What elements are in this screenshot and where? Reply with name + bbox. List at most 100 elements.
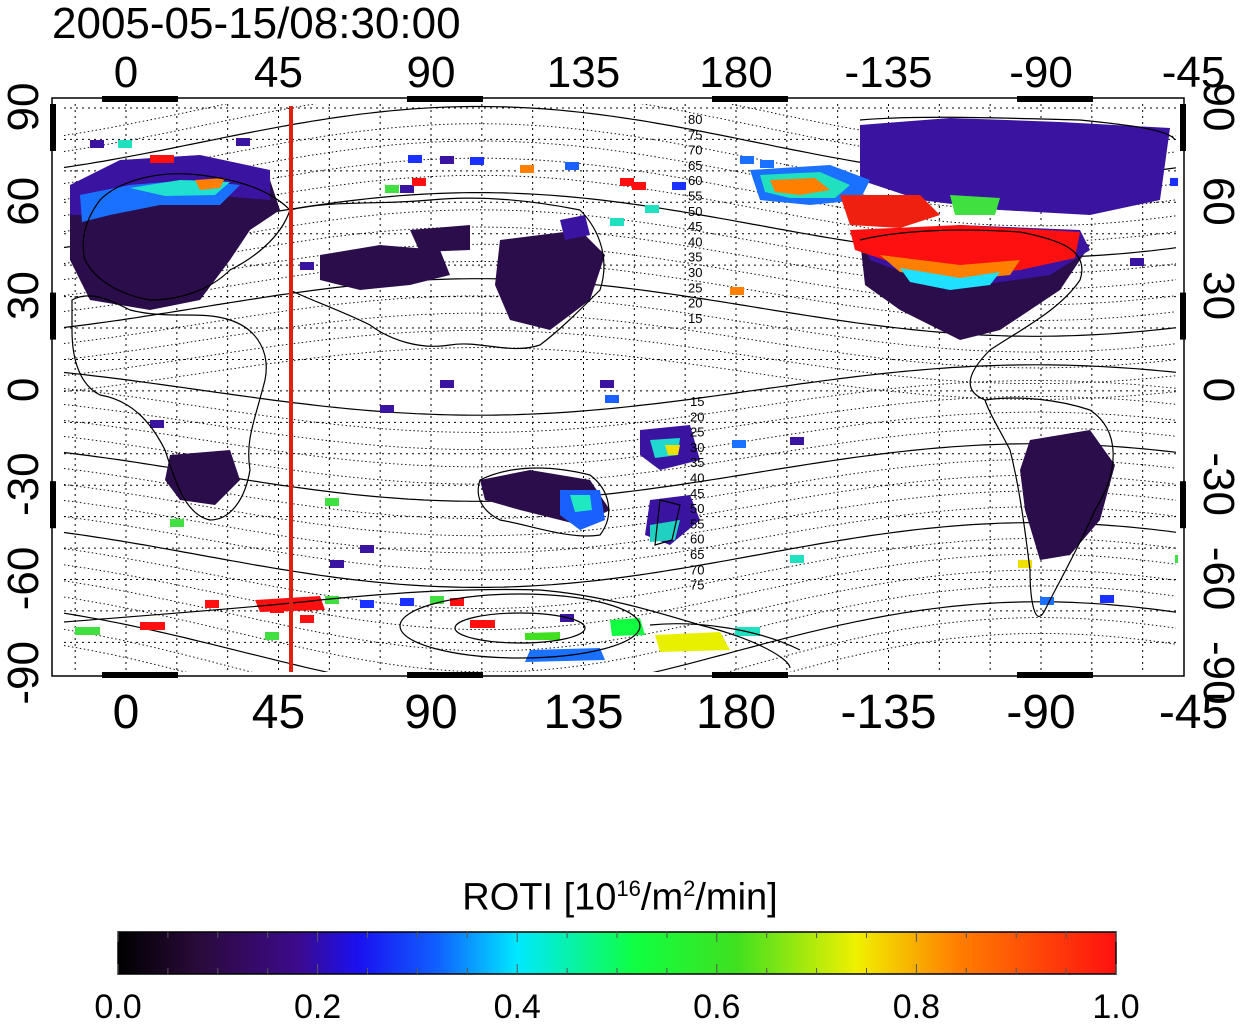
right-tick-label: 90 bbox=[1194, 83, 1240, 132]
mlat-label-south: 40 bbox=[690, 471, 704, 486]
left-tick-label: 0 bbox=[0, 378, 48, 402]
roti-point bbox=[360, 600, 374, 608]
mlat-label-south: 25 bbox=[690, 425, 704, 440]
mlat-label-south: 65 bbox=[690, 547, 704, 562]
roti-point bbox=[300, 262, 314, 270]
roti-point bbox=[440, 156, 454, 164]
roti-point bbox=[90, 140, 104, 148]
mlat-label-south: 50 bbox=[690, 501, 704, 516]
mlat-label-north: 50 bbox=[688, 204, 702, 219]
top-longitude-ticks: 0 45 90 135 180 -135 -90 -45 bbox=[114, 48, 1226, 97]
roti-point bbox=[330, 560, 344, 568]
right-tick-label: 0 bbox=[1194, 378, 1240, 402]
roti-point bbox=[565, 162, 579, 170]
left-tick-label: -60 bbox=[0, 547, 48, 611]
roti-scatter-points bbox=[90, 138, 1178, 640]
roti-point bbox=[150, 155, 164, 163]
left-tick-label: -90 bbox=[0, 641, 48, 705]
mlat-label-south: 45 bbox=[690, 486, 704, 501]
bottom-tick-label: -135 bbox=[840, 686, 936, 739]
colorbar bbox=[117, 931, 1117, 975]
roti-point bbox=[118, 140, 132, 148]
roti-point bbox=[632, 182, 646, 190]
roti-point bbox=[430, 596, 444, 604]
mlat-label-north: 75 bbox=[688, 127, 702, 142]
mlat-label-north: 40 bbox=[688, 234, 702, 249]
mlat-label-north: 65 bbox=[688, 158, 702, 173]
roti-point bbox=[325, 498, 339, 506]
mlat-label-south: 35 bbox=[690, 455, 704, 470]
roti-point bbox=[270, 605, 284, 613]
timestamp-title: 2005-05-15/08:30:00 bbox=[52, 0, 461, 48]
roti-point bbox=[740, 156, 754, 164]
roti-point bbox=[150, 420, 164, 428]
colorbar-tick-label: 0.6 bbox=[693, 988, 740, 1024]
bottom-tick-label: 0 bbox=[113, 686, 140, 739]
bottom-tick-label: 90 bbox=[404, 686, 457, 739]
mlat-label-south: 55 bbox=[690, 516, 704, 531]
roti-point bbox=[440, 380, 454, 388]
colorbar-tick-label: 0.8 bbox=[893, 988, 940, 1024]
colorbar-minor-ticks bbox=[117, 932, 1117, 974]
roti-point bbox=[300, 615, 314, 623]
right-tick-label: 60 bbox=[1194, 177, 1240, 226]
left-tick-label: 30 bbox=[0, 271, 48, 320]
mlat-label-south: 60 bbox=[690, 532, 704, 547]
right-tick-label: -90 bbox=[1194, 641, 1240, 705]
map-frame bbox=[51, 97, 1185, 677]
roti-point bbox=[400, 598, 414, 606]
roti-point bbox=[645, 205, 659, 213]
colorbar-tick-labels: 0.0 0.2 0.4 0.6 0.8 1.0 bbox=[94, 988, 1139, 1024]
roti-point bbox=[236, 138, 250, 146]
roti-point bbox=[610, 218, 624, 226]
mlat-label-north: 80 bbox=[688, 112, 702, 127]
mlat-label-north: 55 bbox=[688, 189, 702, 204]
roti-point bbox=[732, 440, 746, 448]
top-tick-label: 90 bbox=[407, 48, 456, 97]
mlat-label-south: 70 bbox=[690, 562, 704, 577]
top-tick-label: -135 bbox=[844, 48, 932, 97]
roti-point bbox=[360, 545, 374, 553]
left-latitude-ticks: 90 60 30 0 -30 -60 -90 bbox=[0, 83, 48, 705]
roti-point bbox=[620, 178, 634, 186]
roti-point bbox=[1175, 555, 1178, 563]
top-tick-label: 45 bbox=[254, 48, 303, 97]
roti-point bbox=[600, 380, 614, 388]
roti-point bbox=[400, 185, 414, 193]
mlat-label-north: 30 bbox=[688, 265, 702, 280]
mlat-label-north: 25 bbox=[688, 280, 702, 295]
roti-patch-antarctic bbox=[525, 648, 605, 662]
bottom-tick-label: 180 bbox=[696, 686, 776, 739]
roti-point bbox=[205, 600, 219, 608]
mlat-label-north: 15 bbox=[688, 311, 702, 326]
mlat-label-north: 45 bbox=[688, 219, 702, 234]
colorbar-title: ROTI [1016/m2/min] bbox=[462, 876, 778, 919]
top-tick-label: 0 bbox=[114, 48, 138, 97]
roti-point bbox=[265, 632, 279, 640]
roti-point bbox=[325, 596, 339, 604]
mlat-label-north: 70 bbox=[688, 143, 702, 158]
mlat-label-north: 20 bbox=[688, 296, 702, 311]
roti-point bbox=[790, 555, 804, 563]
roti-point bbox=[730, 287, 744, 295]
roti-data-layer bbox=[70, 118, 1178, 662]
roti-patch-canada bbox=[860, 118, 1170, 215]
map-grid bbox=[64, 104, 1178, 672]
roti-point bbox=[160, 155, 174, 163]
top-tick-label: -45 bbox=[1162, 48, 1226, 97]
right-latitude-ticks: 90 60 30 0 -30 -60 -90 bbox=[1194, 83, 1240, 705]
mlat-label-south: 20 bbox=[690, 409, 704, 424]
right-tick-label: -30 bbox=[1194, 452, 1240, 516]
top-tick-label: 135 bbox=[547, 48, 620, 97]
roti-patch-south-america bbox=[1020, 430, 1115, 560]
roti-point bbox=[408, 155, 422, 163]
roti-patch-asia bbox=[320, 245, 450, 290]
top-tick-label: 180 bbox=[699, 48, 772, 97]
roti-point bbox=[1170, 178, 1178, 186]
mlat-label-south: 75 bbox=[690, 578, 704, 593]
roti-point bbox=[1018, 560, 1032, 568]
mlat-label-north: 60 bbox=[688, 173, 702, 188]
roti-point bbox=[385, 185, 399, 193]
colorbar-tick-label: 1.0 bbox=[1092, 988, 1139, 1024]
roti-patch-east-asia bbox=[495, 230, 605, 330]
